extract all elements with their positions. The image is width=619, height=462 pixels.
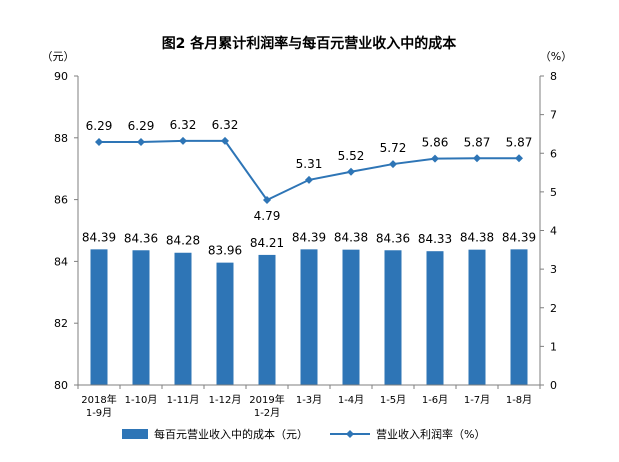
line-point (95, 138, 103, 147)
category-label: 1-7月 (464, 394, 490, 406)
category-label: 1-10月 (125, 394, 158, 406)
bar-value-label: 84.33 (418, 232, 452, 246)
left-tick-label: 86 (54, 194, 68, 207)
line-value-label: 6.32 (212, 118, 239, 132)
line-value-label: 5.87 (464, 135, 491, 149)
line-point (137, 138, 145, 147)
line-value-label: 6.29 (86, 119, 113, 133)
chart-title: 图2 各月累计利润率与每百元营业收入中的成本 (162, 35, 458, 52)
line-point (431, 154, 439, 163)
right-tick-label: 5 (550, 186, 557, 199)
bar (342, 249, 360, 385)
bar (258, 254, 276, 385)
bar-value-label: 84.38 (334, 231, 368, 245)
line-point (515, 154, 523, 163)
right-tick-label: 6 (550, 147, 557, 160)
bar-value-label: 84.39 (502, 230, 536, 244)
left-axis-unit: （元） (42, 50, 75, 63)
right-axis-unit: （%） (540, 50, 572, 63)
bar (174, 252, 192, 385)
bar-value-label: 84.21 (250, 236, 284, 250)
line-value-label: 5.87 (506, 135, 533, 149)
bar-value-label: 84.36 (124, 231, 158, 245)
category-label: 1-3月 (296, 394, 322, 406)
legend-line-label: 营业收入利润率（%） (376, 427, 485, 441)
bar (468, 249, 486, 385)
category-label: 1-2月 (254, 407, 280, 419)
line-point (389, 160, 397, 169)
category-label: 1-4月 (338, 394, 364, 406)
line-value-label: 6.32 (170, 118, 197, 132)
bar (132, 250, 150, 385)
right-tick-label: 7 (550, 109, 557, 122)
bar-value-label: 84.39 (82, 230, 116, 244)
category-label: 1-6月 (422, 394, 448, 406)
bar-value-label: 84.28 (166, 234, 200, 248)
line-value-label: 5.52 (338, 149, 365, 163)
line-value-label: 5.86 (422, 136, 449, 150)
category-label: 1-12月 (209, 394, 242, 406)
legend-bar-label: 每百元营业收入中的成本（元） (154, 427, 308, 441)
line-point (179, 136, 187, 145)
line-point (221, 136, 229, 145)
right-tick-label: 3 (550, 263, 557, 276)
bar (216, 262, 234, 385)
bar (510, 249, 528, 385)
left-tick-label: 88 (54, 132, 68, 145)
line-value-label: 4.79 (254, 209, 281, 223)
left-tick-label: 90 (54, 70, 68, 83)
category-label: 2019年 (249, 393, 284, 406)
right-tick-label: 8 (550, 70, 557, 83)
bar-value-label: 84.39 (292, 230, 326, 244)
bar-value-label: 83.96 (208, 244, 242, 258)
line-value-label: 5.72 (380, 141, 407, 155)
bar (300, 249, 318, 385)
right-tick-label: 4 (550, 225, 557, 238)
right-tick-label: 1 (550, 340, 557, 353)
line-point (473, 154, 481, 163)
line-point (347, 167, 355, 176)
bar-value-label: 84.38 (460, 231, 494, 245)
left-tick-label: 84 (54, 255, 68, 268)
line-point (305, 175, 313, 184)
legend-line-marker (346, 430, 354, 438)
line-value-label: 6.29 (128, 119, 155, 133)
bar (90, 249, 108, 385)
category-label: 2018年 (81, 393, 116, 406)
legend-bar-swatch (122, 429, 148, 439)
category-label: 1-11月 (167, 394, 200, 406)
left-tick-label: 80 (54, 379, 68, 392)
category-label: 1-5月 (380, 394, 406, 406)
bar (426, 251, 444, 385)
category-label: 1-9月 (86, 407, 112, 419)
right-tick-label: 0 (550, 379, 557, 392)
bar (384, 250, 402, 385)
line-value-label: 5.31 (296, 157, 323, 171)
left-tick-label: 82 (54, 317, 68, 330)
category-label: 1-8月 (506, 394, 532, 406)
right-tick-label: 2 (550, 302, 557, 315)
bar-value-label: 84.36 (376, 231, 410, 245)
line-point (263, 195, 271, 204)
